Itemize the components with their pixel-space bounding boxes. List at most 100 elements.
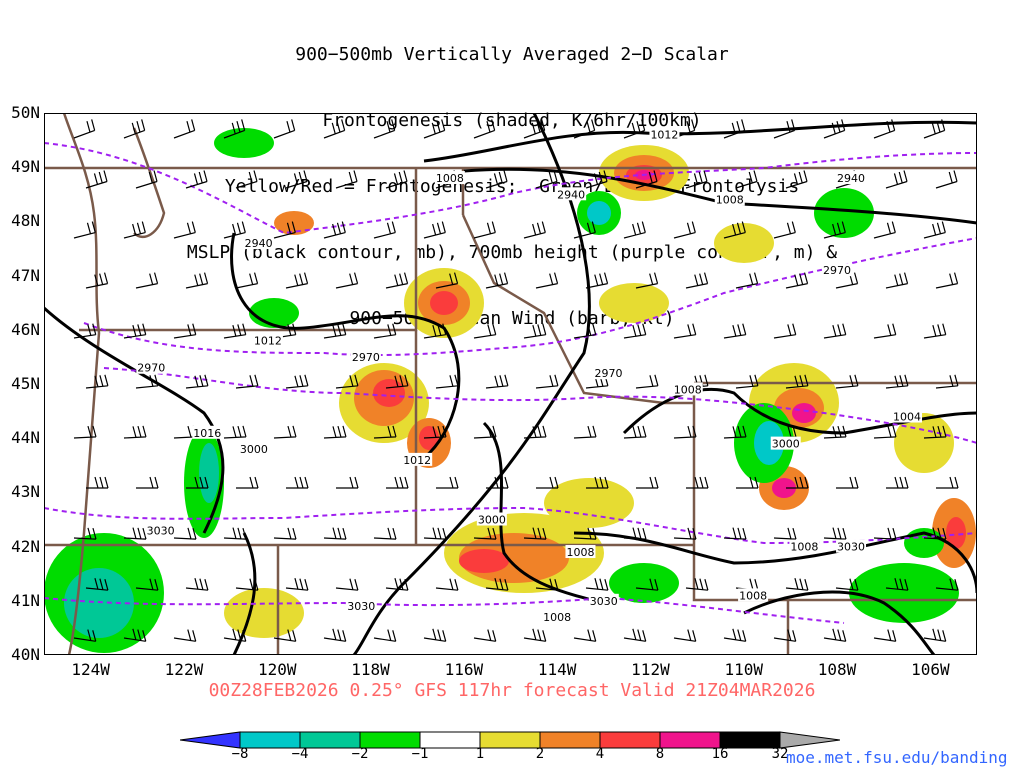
wind-barb xyxy=(85,374,109,389)
lat-tick-label: 49N xyxy=(11,157,40,177)
wind-barb xyxy=(473,221,496,239)
wind-barb xyxy=(436,476,459,489)
wind-barb xyxy=(623,221,646,239)
wind-barb xyxy=(423,119,446,139)
lon-tick-label: 108W xyxy=(817,660,857,679)
mslp-contour-label-bg xyxy=(252,333,283,347)
wind-barb xyxy=(485,578,509,591)
wind-barb xyxy=(736,476,759,489)
credit-url[interactable]: moe.met.fsu.edu/banding xyxy=(786,748,1008,767)
mslp-contour-label: 1008 xyxy=(436,172,464,185)
lon-tick-label: 120W xyxy=(257,660,297,679)
wind-barb xyxy=(635,272,659,289)
lat-tick-label: 41N xyxy=(11,590,40,610)
wind-barb xyxy=(723,221,746,239)
lon-tick-label: 112W xyxy=(631,660,670,679)
mslp-contour-label-bg xyxy=(565,545,596,559)
wind-barb xyxy=(523,527,547,540)
wind-barb xyxy=(435,578,459,591)
wind-barb xyxy=(623,425,647,439)
colorbar-segment xyxy=(779,731,840,749)
wind-barb xyxy=(885,272,909,289)
wind-barb xyxy=(123,323,147,339)
wind-barb xyxy=(723,527,747,540)
wind-barb xyxy=(723,119,746,139)
wind-barb xyxy=(273,425,297,439)
wind-barb xyxy=(585,374,609,389)
wind-barb xyxy=(423,628,447,642)
wind-barb xyxy=(385,272,409,289)
wind-barb xyxy=(185,170,208,189)
wind-barb xyxy=(673,629,697,642)
wind-barb xyxy=(685,272,709,289)
wind-barbs xyxy=(73,119,959,642)
wind-barb xyxy=(873,221,896,239)
wind-barb xyxy=(173,221,196,239)
lat-tick-label: 48N xyxy=(11,211,40,231)
lon-tick-label: 116W xyxy=(444,660,484,679)
wind-barb xyxy=(685,578,709,591)
mslp-contour-label-bg xyxy=(192,425,223,439)
wind-barb xyxy=(873,527,897,540)
wind-barb xyxy=(86,476,109,489)
wind-barb xyxy=(85,170,108,189)
wind-barb xyxy=(773,629,797,642)
lat-tick-label: 46N xyxy=(11,319,40,339)
lat-tick-label: 44N xyxy=(11,428,40,448)
wind-barb xyxy=(173,323,197,339)
wind-barb xyxy=(823,323,847,339)
wind-barb xyxy=(685,170,708,189)
wind-barb xyxy=(323,119,346,139)
wind-barb xyxy=(785,374,809,389)
wind-barb xyxy=(735,374,759,389)
height-contour-label: 3000 xyxy=(772,438,800,451)
wind-barb xyxy=(335,170,358,189)
wind-barb xyxy=(373,629,397,642)
wind-barb xyxy=(923,119,946,139)
wind-barb xyxy=(136,476,159,489)
colorbar xyxy=(180,731,840,749)
wind-barb xyxy=(323,527,347,540)
wind-barb xyxy=(73,221,96,239)
wind-barb xyxy=(435,272,459,289)
wind-barb xyxy=(585,272,609,289)
wind-barb xyxy=(273,221,296,239)
wind-barb xyxy=(235,170,258,189)
wind-barb xyxy=(623,527,647,540)
wind-barb xyxy=(535,170,558,189)
mslp-contour-label: 1012 xyxy=(650,129,678,142)
mslp-contour-label-bg xyxy=(714,192,745,206)
height-contour-label: 3030 xyxy=(147,524,175,537)
wind-barb xyxy=(73,119,96,139)
wind-barb xyxy=(785,170,808,189)
wind-barb xyxy=(273,119,296,139)
lat-tick-label: 42N xyxy=(11,536,40,556)
lat-tick-label: 40N xyxy=(11,645,40,664)
wind-barb xyxy=(373,323,397,339)
wind-barb xyxy=(186,476,209,489)
wind-barb xyxy=(135,272,159,289)
wind-barb xyxy=(573,629,597,642)
height-contour-label-bg xyxy=(238,442,269,456)
colorbar-label: −2 xyxy=(351,746,369,762)
wind-barb xyxy=(936,476,959,489)
wind-barb xyxy=(786,476,809,489)
wind-barb xyxy=(935,578,959,591)
wind-barb xyxy=(123,628,147,642)
mslp-contour-label: 1008 xyxy=(739,589,767,602)
height-contour-label: 3030 xyxy=(837,541,865,554)
height-contour-label-bg xyxy=(346,599,377,613)
wind-barb xyxy=(223,119,246,139)
wind-barb xyxy=(336,476,359,489)
wind-barb xyxy=(623,119,646,139)
title-line-2: Frontogenesis (shaded, K/6hr/100km) xyxy=(322,110,702,131)
wind-barb xyxy=(636,476,659,489)
lat-tick-label: 43N xyxy=(11,482,40,502)
wind-barb xyxy=(385,578,409,591)
title-line-1: 900−500mb Vertically Averaged 2−D Scalar xyxy=(295,44,729,65)
mslp-contour-label: 1012 xyxy=(254,335,282,348)
height-contour-label: 3030 xyxy=(347,600,375,613)
height-contour-label-bg xyxy=(770,436,801,450)
height-contour-label: 3000 xyxy=(240,443,268,456)
colorbar-label: −8 xyxy=(231,746,249,762)
